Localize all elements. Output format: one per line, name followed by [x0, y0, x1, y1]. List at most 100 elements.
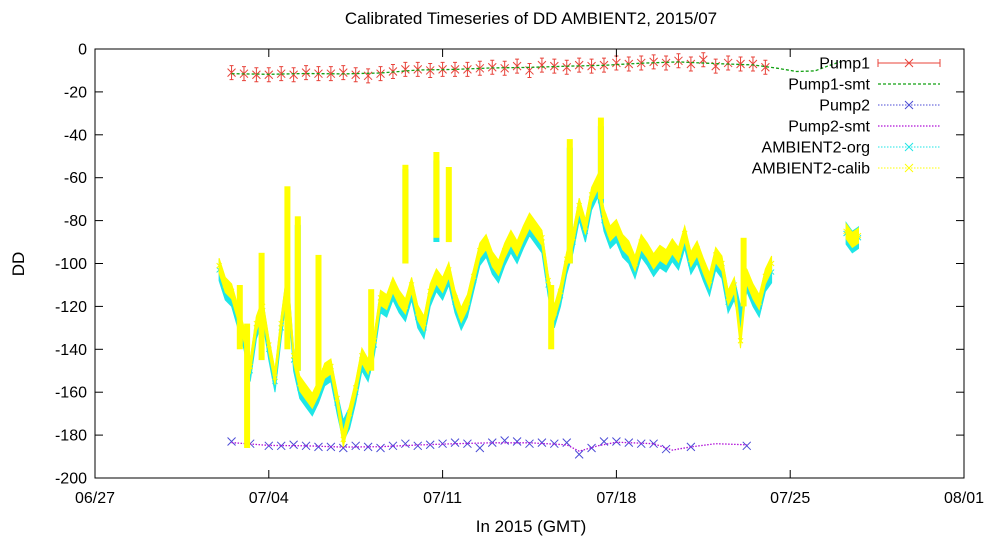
pump1-point-31: [612, 58, 621, 68]
ambient2-calib-point-1-1: [849, 237, 856, 243]
ambient2-calib-point-0-5: [253, 320, 260, 327]
pump2-point-4: [289, 440, 298, 450]
ambient2-calib-point-0-43: [489, 256, 496, 263]
ambient2-calib-spike-13: [740, 237, 747, 307]
ambient2-calib-point-0-75: [688, 256, 694, 263]
pump2-point-6: [314, 442, 323, 452]
legend-item-pump1-smt: Pump1-smt: [788, 77, 940, 94]
ambient2-calib-point-0-74: [681, 230, 688, 237]
ambient2-calib-point-0-49: [526, 217, 533, 224]
ambient2-calib-point-0-69: [650, 258, 657, 265]
pump1-point-2: [252, 70, 261, 80]
pump2-point-11: [376, 443, 385, 453]
series-pump1-smt: [231, 61, 841, 75]
ambient2-calib-point-0-35: [439, 282, 446, 288]
pump1-point-34: [649, 57, 658, 67]
y-tick-label-5: -100: [55, 256, 87, 273]
pump1-point-35: [661, 58, 671, 68]
legend: Pump1 Pump1-smt Pump2 Pump2-smt AMBIENT2-org…: [752, 56, 941, 178]
ambient2-calib-point-0-85: [750, 288, 756, 295]
ambient2-calib-point-0-45: [501, 247, 508, 254]
ambient2-calib-point-0-22: [359, 352, 365, 359]
ambient2-calib-point-0-20: [346, 410, 353, 417]
ambient2-calib-point-0-7: [265, 342, 272, 348]
ambient2-calib-point-0-88: [768, 260, 775, 267]
ambient2-calib-point-0-36: [445, 267, 452, 273]
legend-label-pump2: Pump2: [819, 98, 870, 115]
ambient2-calib-point-0-44: [495, 264, 502, 271]
y-tick-label-4: -80: [64, 213, 87, 230]
x-tick-label-4: 07/25: [770, 490, 810, 507]
ambient2-calib-point-0-12: [296, 380, 303, 387]
pump1-point-8: [326, 69, 336, 79]
ambient2-calib-point-0-79: [712, 252, 719, 258]
legend-label-ambient2-calib: AMBIENT2-calib: [752, 161, 870, 178]
ambient2-calib-point-0-27: [390, 282, 396, 288]
legend-swatch-marker-pump1: [904, 58, 914, 68]
ambient2-calib-point-0-73: [675, 252, 682, 258]
legend-label-pump1-smt: Pump1-smt: [788, 77, 870, 94]
pump1-point-9: [338, 68, 348, 77]
pump2-point-18: [463, 439, 472, 449]
y-tick-label-1: -20: [64, 84, 87, 101]
pump2-point-35: [686, 442, 696, 452]
pump1-point-28: [574, 60, 584, 70]
ambient2-calib-point-0-70: [656, 249, 663, 256]
pump1-point-23: [512, 61, 522, 71]
legend-label-pump1: Pump1: [819, 56, 870, 73]
pump1-point-25: [537, 60, 547, 70]
pump1-point-14: [401, 65, 410, 74]
ambient2-calib-band-1: [845, 222, 859, 249]
legend-item-ambient2-org: AMBIENT2-org: [762, 140, 940, 157]
plot-data: [216, 52, 862, 459]
pump1-point-4: [276, 69, 286, 79]
axes: 0 -20 -40 -60 -80 -100 -120 -140 -160 -180 -200 06/…: [55, 42, 984, 508]
ambient2-calib-point-0-62: [607, 230, 614, 237]
pump2-point-36: [742, 441, 752, 451]
ambient2-calib-point-0-78: [706, 277, 713, 284]
chart-title: Calibrated Timeseries of DD AMBIENT2, 20…: [345, 9, 717, 28]
x-tick-label-5: 08/01: [944, 490, 984, 507]
pump2-point-24: [537, 438, 547, 447]
pump1-point-11: [363, 71, 373, 81]
ambient2-calib-point-0-63: [613, 224, 620, 230]
pump1-point-20: [475, 63, 485, 73]
ambient2-calib-point-0-64: [619, 239, 626, 245]
pump1-point-5: [289, 70, 298, 80]
pump2-point-13: [401, 439, 410, 449]
ambient2-calib-point-0-38: [458, 312, 465, 318]
ambient2-calib-point-0-65: [625, 245, 632, 252]
pump2-point-19: [475, 443, 485, 453]
pump1-point-10: [351, 70, 361, 80]
x-tick-label-1: 07/04: [249, 490, 289, 507]
pump1-point-0: [227, 68, 236, 77]
y-tick-label-10: -200: [55, 471, 87, 488]
ambient2-calib-point-0-59: [588, 192, 595, 198]
pump2-point-0: [227, 437, 236, 446]
ambient2-calib-point-0-77: [700, 262, 707, 269]
ambient2-calib-point-0-41: [476, 247, 483, 254]
y-tick-label-7: -140: [55, 342, 87, 359]
pump2-point-8: [338, 443, 348, 453]
ambient2-calib-point-0-76: [694, 245, 700, 252]
pump1-point-6: [301, 68, 311, 77]
ambient2-calib-spike-2: [258, 252, 265, 361]
y-tick-label-0: 0: [78, 42, 87, 59]
ambient2-calib-point-0-31: [414, 309, 421, 316]
pump2-point-30: [612, 437, 621, 446]
ambient2-calib-point-0-54: [557, 288, 564, 295]
pump1-point-22: [500, 63, 510, 73]
ambient2-calib-point-0-42: [483, 239, 489, 245]
y-axis-title: DD: [9, 252, 28, 277]
pump1-smt-line: [231, 61, 841, 75]
ambient2-calib-point-0-40: [470, 273, 477, 280]
ambient2-calib-point-0-68: [644, 247, 651, 254]
ambient2-calib-point-0-47: [514, 245, 520, 252]
ambient2-calib-point-0-8: [272, 374, 278, 381]
ambient2-calib-point-0-66: [632, 260, 638, 267]
pump2-point-9: [351, 441, 361, 451]
pump2-point-17: [450, 438, 460, 447]
ambient2-calib-point-0-52: [545, 277, 551, 284]
pump1-point-21: [487, 62, 497, 72]
